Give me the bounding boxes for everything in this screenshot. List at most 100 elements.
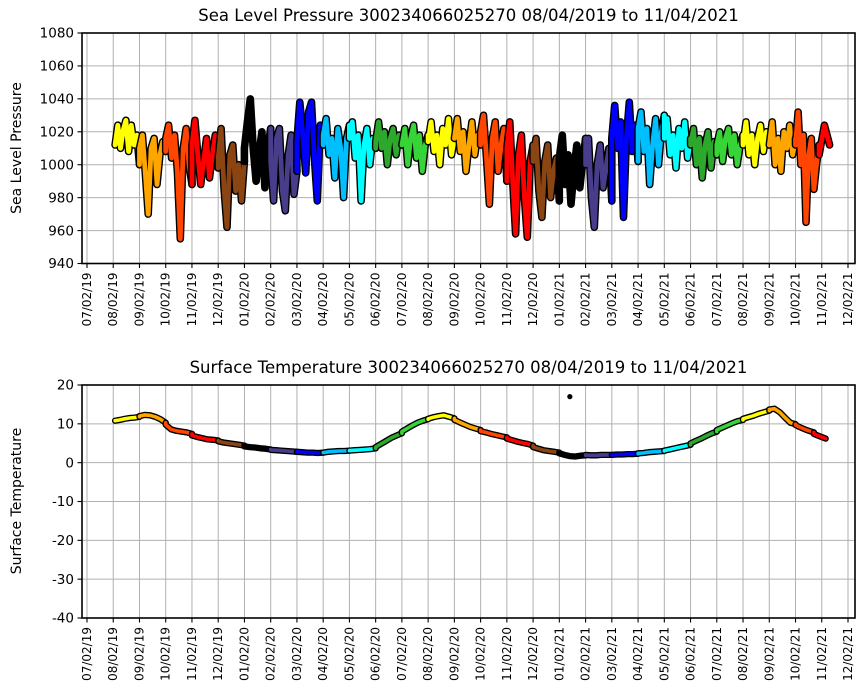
x-tick-label: 10/02/21 [789,627,803,681]
series-jan-2021 [556,132,588,207]
series-mar-2021 [610,451,640,457]
series-nov-2019 [189,117,221,187]
x-tick-label: 11/02/19 [185,273,199,327]
series-aug-2020 [426,413,457,421]
series-oct-2019 [163,122,195,242]
x-tick-label: 06/02/21 [684,273,698,327]
x-tick-label: 11/02/21 [815,627,829,681]
temperature-plot: 07/02/19 08/02/19 09/02/19 10/02/19 11/02/19… [52,378,856,681]
series-sep-2020 [452,416,483,432]
series-jun-2020 [373,119,405,168]
series-may-2021 [661,112,693,171]
y-tick-label: 960 [48,223,74,239]
x-tick-label: 09/02/20 [447,273,461,327]
series-nov-2019 [190,432,220,443]
series-oct-2020 [478,428,509,440]
x-tick-label: 01/02/21 [552,627,566,681]
series-aug-2021 [741,408,772,422]
series-mar-2020 [294,99,326,204]
x-tick-label: 08/02/19 [106,273,120,327]
x-tick-label: 01/02/20 [237,627,251,681]
x-tick-label: 12/02/20 [526,273,540,327]
x-tick-label: 07/02/19 [80,627,94,681]
x-tick-label: 02/02/21 [579,627,593,681]
x-tick-label: 06/02/21 [684,627,698,681]
series-aug-2020 [425,116,457,168]
series-jan-2020 [242,96,274,191]
x-tick-label: 12/02/21 [841,627,855,681]
pressure-plot-tick-labels: 07/02/19 08/02/19 09/02/19 10/02/19 11/02/19… [40,26,855,327]
series-sep-2019 [137,413,168,425]
series-nov-2020 [505,435,535,448]
x-tick-label: 10/02/19 [159,627,173,681]
temperature-plot-data [111,405,829,460]
x-tick-label: 05/02/20 [342,273,356,327]
pressure-plot-data [111,95,834,243]
pressure-plot-ticks [77,32,849,268]
x-tick-label: 08/02/21 [736,627,750,681]
pressure-plot-title: Sea Level Pressure 300234066025270 08/04… [198,6,739,25]
x-tick-label: 08/02/19 [106,627,120,681]
x-tick-label: 04/02/21 [631,273,645,327]
x-tick-label: 09/02/19 [132,627,146,681]
series-mar-2021 [609,99,641,220]
x-tick-label: 11/02/20 [500,627,514,681]
series-dec-2020 [530,136,562,220]
series-dec-2019 [215,126,247,230]
x-tick-label: 04/02/20 [316,627,330,681]
temperature-plot-tick-labels: 07/02/19 08/02/19 09/02/19 10/02/19 11/02/19… [52,378,855,681]
x-tick-label: 02/02/21 [579,273,593,327]
y-tick-label: -20 [52,533,74,549]
series-mar-2020 [295,450,325,455]
x-tick-label: 10/02/21 [789,273,803,327]
x-tick-label: 10/02/20 [474,272,488,326]
x-tick-label: 05/02/21 [657,627,671,681]
temperature-y-axis-label: Surface Temperature [9,427,25,575]
y-tick-label: 940 [48,256,74,272]
x-tick-label: 03/02/20 [290,627,304,681]
series-feb-2020 [268,126,300,214]
temperature-plot-ticks [77,384,849,623]
series-aug-2021 [740,119,772,168]
pressure-plot-border [81,32,856,265]
series-oct-2021 [793,422,816,435]
x-tick-label: 11/02/21 [815,273,829,327]
series-jan-2021 [557,450,588,459]
series-apr-2020 [320,116,352,200]
series-feb-2020 [268,447,299,454]
series-nov-2021 [816,122,832,158]
x-tick-label: 09/02/21 [762,273,776,327]
series-jun-2021 [688,429,719,447]
x-tick-label: 02/02/20 [264,627,278,681]
y-tick-label: 1020 [40,124,74,140]
x-tick-label: 12/02/19 [211,273,225,327]
x-tick-label: 12/02/21 [841,273,855,327]
y-tick-label: 0 [65,455,74,471]
series-may-2021 [662,443,693,453]
series-aug-2019 [113,415,142,423]
series-jul-2020 [399,122,431,174]
series-sep-2019 [137,132,169,217]
x-tick-label: 07/02/21 [710,273,724,327]
x-tick-label: 03/02/21 [605,627,619,681]
series-oct-2021 [793,109,822,225]
y-tick-label: -40 [52,611,74,627]
pressure-y-axis-label: Sea Level Pressure [9,82,25,214]
y-tick-label: -30 [52,572,74,588]
x-tick-label: 08/02/21 [736,273,750,327]
x-tick-label: 05/02/20 [342,627,356,681]
pressure-plot: 07/02/19 08/02/19 09/02/19 10/02/19 11/02/19… [40,26,856,327]
series-aug-2019 [112,117,142,168]
x-tick-label: 04/02/20 [316,273,330,327]
series-may-2020 [347,119,379,204]
temperature-plot-title: Surface Temperature 300234066025270 08/0… [189,358,748,377]
x-tick-label: 12/02/19 [211,627,225,681]
x-tick-label: 07/02/20 [395,273,409,327]
x-tick-label: 09/02/20 [447,627,461,681]
x-tick-label: 07/02/21 [710,627,724,681]
y-tick-label: 1060 [40,59,74,75]
x-tick-label: 01/02/21 [552,273,566,327]
x-tick-label: 08/02/20 [421,627,435,681]
